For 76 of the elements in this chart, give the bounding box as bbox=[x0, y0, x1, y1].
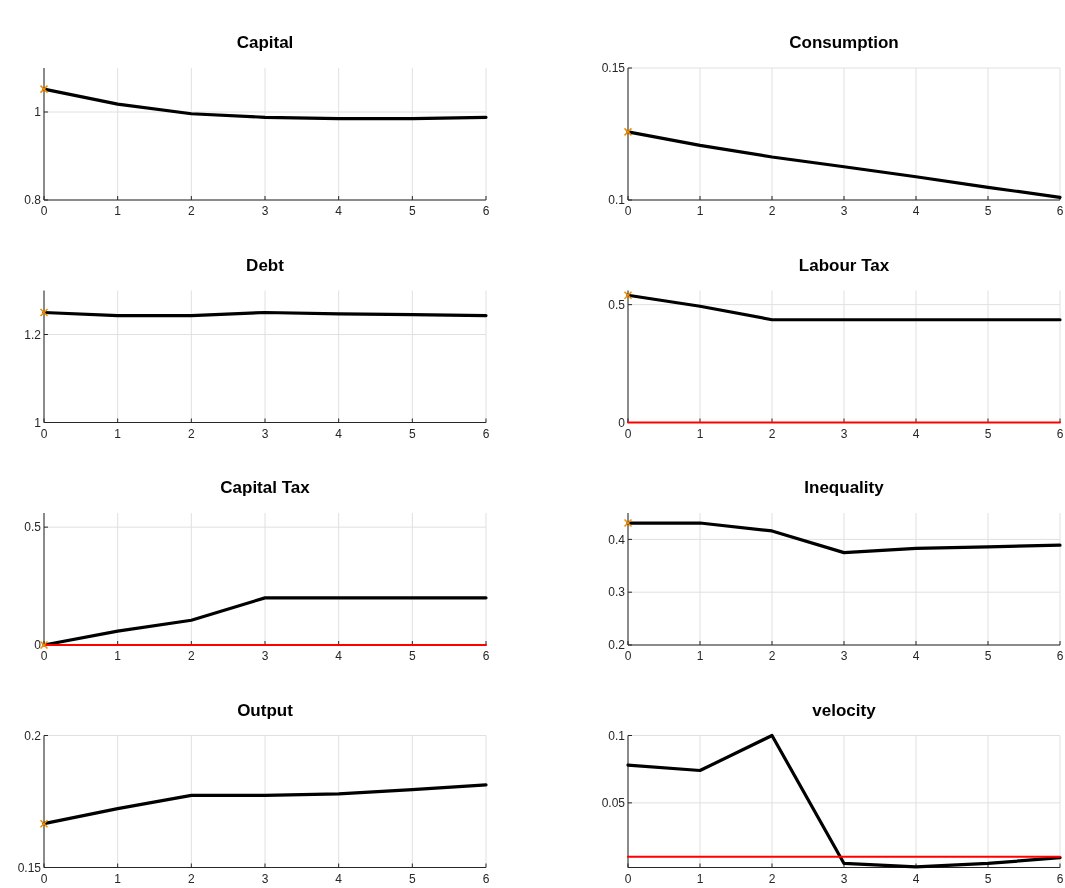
x-tick-label: 5 bbox=[984, 204, 992, 218]
x-tick-label: 1 bbox=[696, 871, 704, 886]
x-tick-label: 4 bbox=[335, 649, 343, 663]
chart-title: Debt bbox=[246, 255, 285, 275]
y-tick-label: 0.1 bbox=[608, 728, 626, 743]
x-tick-label: 1 bbox=[696, 426, 704, 441]
x-tick-label: 1 bbox=[696, 649, 704, 663]
x-tick-label: 6 bbox=[482, 204, 490, 218]
x-tick-label: 5 bbox=[984, 426, 992, 441]
x-tick-label: 4 bbox=[335, 871, 343, 886]
x-tick-label: 3 bbox=[261, 649, 269, 663]
x-tick-label: 1 bbox=[696, 204, 704, 218]
x-tick-label: 3 bbox=[840, 871, 848, 886]
line-series bbox=[626, 733, 1062, 869]
y-tick-label: 0.5 bbox=[24, 520, 42, 535]
x-tick-label: 6 bbox=[482, 649, 490, 663]
x-tick-label: 4 bbox=[912, 649, 920, 663]
y-tick-label: 0.15 bbox=[17, 860, 42, 875]
y-tick-label: 0.4 bbox=[608, 532, 626, 547]
x-tick-label: 4 bbox=[912, 204, 920, 218]
x-tick-label: 2 bbox=[768, 649, 776, 663]
x-tick-label: 2 bbox=[187, 204, 195, 218]
x-tick-label: 3 bbox=[840, 204, 848, 218]
y-tick-label: 0.05 bbox=[601, 796, 626, 811]
x-tick-label: 5 bbox=[984, 871, 992, 886]
x-tick-label: 1 bbox=[114, 204, 122, 218]
x-tick-label: 6 bbox=[482, 871, 490, 886]
y-tick-label: 0.1 bbox=[608, 193, 626, 208]
chart-title: Capital Tax bbox=[220, 478, 311, 497]
chart-title: Capital bbox=[236, 33, 294, 52]
x-tick-label: 1 bbox=[114, 871, 122, 886]
y-tick-label: 0.2 bbox=[24, 728, 42, 743]
y-tick-label: 0 bbox=[34, 638, 42, 653]
x-tick-label: 3 bbox=[261, 204, 269, 218]
y-tick-label: 1.2 bbox=[24, 327, 42, 342]
x-tick-label: 3 bbox=[840, 426, 848, 441]
x-tick-label: 3 bbox=[261, 871, 269, 886]
x-tick-label: 1 bbox=[114, 426, 122, 441]
x-tick-label: 6 bbox=[1056, 426, 1064, 441]
x-tick-label: 5 bbox=[408, 204, 416, 218]
x-tick-label: 4 bbox=[912, 871, 920, 886]
x-tick-label: 5 bbox=[408, 426, 416, 441]
line-series bbox=[42, 87, 488, 121]
chart-title: Inequality bbox=[804, 478, 885, 497]
y-tick-label: 0.5 bbox=[608, 297, 626, 312]
chart-title: velocity bbox=[812, 700, 877, 720]
x-tick-label: 6 bbox=[482, 426, 490, 441]
x-tick-label: 2 bbox=[768, 871, 776, 886]
y-tick-label: 0.3 bbox=[608, 585, 626, 600]
x-tick-label: 2 bbox=[187, 871, 195, 886]
x-tick-label: 5 bbox=[408, 649, 416, 663]
x-tick-label: 6 bbox=[1056, 649, 1064, 663]
x-tick-label: 4 bbox=[912, 426, 920, 441]
chart-title: Consumption bbox=[789, 33, 899, 52]
x-tick-label: 6 bbox=[1056, 871, 1064, 886]
x-tick-label: 2 bbox=[768, 204, 776, 218]
x-tick-label: 5 bbox=[408, 871, 416, 886]
x-tick-label: 6 bbox=[1056, 204, 1064, 218]
x-tick-label: 2 bbox=[187, 426, 195, 441]
x-tick-label: 4 bbox=[335, 204, 343, 218]
x-tick-label: 1 bbox=[114, 649, 122, 663]
x-tick-label: 2 bbox=[187, 649, 195, 663]
chart-title: Labour Tax bbox=[798, 255, 890, 275]
y-tick-label: 0.15 bbox=[601, 61, 626, 76]
y-tick-label: 1 bbox=[34, 415, 42, 430]
chart-title: Output bbox=[237, 700, 294, 720]
x-tick-label: 3 bbox=[261, 426, 269, 441]
x-tick-label: 5 bbox=[984, 649, 992, 663]
y-tick-label: 0.2 bbox=[608, 638, 626, 653]
y-tick-label: 1 bbox=[34, 105, 42, 120]
y-tick-label: 0 bbox=[618, 415, 626, 430]
x-tick-label: 2 bbox=[768, 426, 776, 441]
line-series bbox=[42, 783, 488, 826]
y-tick-label: 0.8 bbox=[24, 193, 42, 208]
x-tick-label: 3 bbox=[840, 649, 848, 663]
x-tick-label: 4 bbox=[335, 426, 343, 441]
